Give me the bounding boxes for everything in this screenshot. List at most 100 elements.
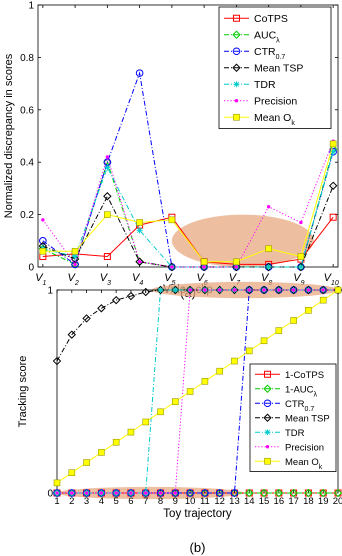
y-tick-label: 0.6 xyxy=(20,105,34,116)
x-tick-label: 1 xyxy=(54,496,59,507)
data-point xyxy=(291,288,296,292)
series-line-3 xyxy=(56,289,338,362)
data-point xyxy=(217,288,222,292)
data-point xyxy=(329,213,337,221)
data-point xyxy=(247,288,251,292)
x-tick-label: 17 xyxy=(288,496,299,507)
data-point xyxy=(304,285,313,295)
data-point xyxy=(334,286,342,294)
data-point xyxy=(135,257,144,266)
data-point xyxy=(290,317,297,324)
data-point xyxy=(67,330,76,339)
data-point xyxy=(167,262,177,272)
data-point xyxy=(329,140,337,148)
data-point xyxy=(230,489,239,497)
data-point xyxy=(232,288,237,292)
data-point xyxy=(328,181,338,190)
data-point xyxy=(296,262,306,272)
x-tick-label: 2 xyxy=(69,496,74,507)
y-tick-label: 0.4 xyxy=(20,158,34,169)
x-tick-subscript: 4 xyxy=(139,280,143,287)
x-tick-subscript: 2 xyxy=(74,280,79,287)
legend-entry: AUCλ xyxy=(254,29,280,44)
x-tick-label: 18 xyxy=(303,496,314,507)
data-point xyxy=(171,489,180,497)
legend-entry-subscript: 0.7 xyxy=(305,405,315,412)
data-point xyxy=(104,211,111,218)
y-tick-label: 0 xyxy=(47,489,53,500)
legend-entry-subscript: k xyxy=(291,119,295,126)
x-tick-label: V9 xyxy=(293,272,304,287)
data-point xyxy=(330,148,337,155)
legend-entry: 1-AUCλ xyxy=(285,384,318,398)
x-tick-subscript: 5 xyxy=(172,280,176,287)
x-tick-label: V2 xyxy=(67,272,78,287)
data-point xyxy=(168,216,176,224)
data-point xyxy=(188,288,192,292)
x-tick-label: V4 xyxy=(132,272,143,287)
data-point xyxy=(304,488,313,498)
data-point xyxy=(99,491,104,495)
x-tick-label: 13 xyxy=(229,496,240,507)
x-tick-label: 15 xyxy=(259,496,270,507)
data-point xyxy=(319,488,328,498)
legend-swatch-marker xyxy=(263,384,272,393)
data-point xyxy=(126,291,136,301)
highlight-region xyxy=(171,214,314,267)
data-point xyxy=(70,491,74,495)
data-point xyxy=(289,488,298,498)
legend-swatch-marker xyxy=(233,81,240,88)
legend-entry: CoTPS xyxy=(254,13,288,25)
legend-entry: Mean Ok xyxy=(285,457,323,471)
data-point xyxy=(39,247,47,255)
data-point xyxy=(319,296,327,304)
data-point xyxy=(262,288,266,292)
x-tick-label: V1 xyxy=(35,272,46,287)
data-point xyxy=(137,260,142,264)
figure-caption: (b) xyxy=(190,540,206,555)
data-point xyxy=(52,356,62,366)
data-point xyxy=(142,418,150,426)
data-point xyxy=(55,491,59,495)
data-point xyxy=(215,489,224,497)
data-point xyxy=(260,337,268,345)
data-point xyxy=(98,449,105,456)
data-point xyxy=(259,488,269,498)
data-point xyxy=(136,219,143,226)
y-tick-label: 1 xyxy=(28,1,34,12)
x-tick-subscript: 10 xyxy=(331,280,339,287)
x-tick-label: 14 xyxy=(244,496,255,507)
data-point xyxy=(186,489,194,497)
data-point xyxy=(305,306,312,314)
x-tick-subscript: 3 xyxy=(107,280,111,287)
data-point xyxy=(245,285,254,295)
data-point xyxy=(104,164,111,171)
x-tick-label: 8 xyxy=(158,496,163,507)
x-axis-label: Toy trajectory xyxy=(163,508,232,520)
data-point xyxy=(265,245,272,252)
data-point xyxy=(141,287,150,297)
data-point xyxy=(171,285,180,295)
legend-entry: TDR xyxy=(285,428,305,439)
x-tick-label: 9 xyxy=(173,496,178,507)
legend-entry-subscript: 0.7 xyxy=(276,53,286,60)
legend-entry: Mean TSP xyxy=(254,62,303,74)
legend-entry: Precision xyxy=(254,95,297,107)
x-tick-label: 12 xyxy=(214,496,225,507)
data-point xyxy=(245,347,253,355)
data-point xyxy=(129,491,133,495)
data-point xyxy=(172,398,179,405)
x-tick-subscript: 1 xyxy=(43,280,47,287)
chart-panel-a: 00.20.40.60.81V1V2V3V4V5V6V7V8V9V10Video… xyxy=(3,1,339,301)
x-tick-label: 7 xyxy=(143,496,148,507)
x-tick-label: 3 xyxy=(84,496,89,507)
x-tick-subscript: 9 xyxy=(301,280,305,287)
data-point xyxy=(231,357,238,365)
data-point xyxy=(97,304,106,313)
legend-entry: Mean Ok xyxy=(254,112,295,127)
x-tick-label: 20 xyxy=(333,496,342,507)
data-point xyxy=(200,285,210,295)
